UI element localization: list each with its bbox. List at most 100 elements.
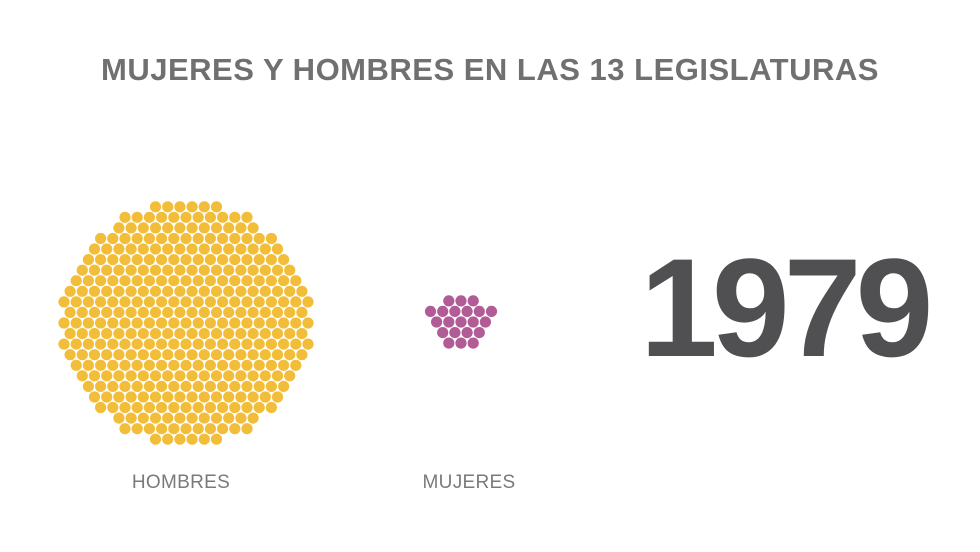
hombres-dot [88,391,101,403]
hombres-dot [82,275,94,287]
hombres-dot [235,349,247,361]
hombres-dot [284,264,296,276]
hombres-dot [162,412,174,424]
hombres-dot [125,222,137,234]
hombres-dot [64,306,76,318]
mujeres-dot [443,337,455,349]
mujeres-dot [443,316,455,328]
hombres-dot [82,296,94,308]
hombres-dot [131,401,143,414]
hombres-dot [241,232,253,245]
hombres-dot [265,338,277,350]
hombres-dot [223,285,235,297]
hombres-dot [113,412,125,424]
mujeres-dot [455,337,467,349]
hombres-dot [235,285,247,297]
hombres-dot [162,391,174,403]
hombres-dot [149,349,162,361]
hombres-dot [88,243,101,255]
hombres-dot [265,296,277,308]
hombres-dot [253,338,265,350]
hombres-dot [168,211,180,223]
hombres-dot [198,412,210,424]
hombres-dot [168,401,180,414]
hombres-dot [137,306,149,318]
hombres-dot [162,264,174,276]
hombres-dot [107,254,119,266]
hombres-dot [204,254,216,266]
hombres-dot [192,359,204,371]
hombres-dot [259,391,271,403]
hombres-dot [149,433,162,445]
hombres-dot [210,412,223,424]
hombres-dot [223,391,235,403]
hombres-dot [149,370,162,382]
hombres-dot [210,306,223,318]
hombres-dot [186,370,198,382]
hombres-dot [156,254,168,266]
hombres-dot [113,349,125,361]
hombres-dot [119,338,131,350]
hombres-dot [229,401,241,414]
hombres-dot [149,328,162,340]
hombres-dot [168,359,180,371]
hombres-dot [229,254,241,266]
hombres-dot [271,264,284,276]
hombres-dot [119,254,131,266]
hombres-dot [131,254,143,266]
hombres-dot [217,275,229,287]
hombres-dot [95,380,107,392]
hombres-dot [149,306,162,318]
hombres-dot [259,328,271,340]
hombres-dot [235,370,247,382]
hombres-dot [137,222,149,234]
hombres-dot [192,275,204,287]
hombres-dot [82,359,94,371]
hombres-dot [125,264,137,276]
hombres-dot [247,370,259,382]
hombres-dot [253,296,265,308]
hombres-dot [162,285,174,297]
hombres-dot [271,285,284,297]
hombres-dot [95,254,107,266]
mujeres-dot [467,316,479,328]
hombres-dot [253,380,265,392]
hombres-dot [88,328,101,340]
hombres-dot [198,349,210,361]
hombres-dot [143,401,155,414]
hombres-dot [58,296,70,308]
mujeres-dot [437,327,449,339]
hombres-dot [64,349,76,361]
hombres-dot [217,423,229,435]
hombres-dot [241,254,253,266]
hombres-dot [186,391,198,403]
hombres-dot [137,349,149,361]
hombres-dot [174,306,186,318]
hombres-dot [125,391,137,403]
hombres-dot [149,412,162,424]
chart-title: MUJERES Y HOMBRES EN LAS 13 LEGISLATURAS [101,52,879,87]
hombres-dot [149,391,162,403]
mujeres-dot [443,295,455,307]
hombres-dot [210,328,223,340]
hombres-dot [70,275,82,287]
hombres-dot [210,264,223,276]
hombres-dot [143,254,155,266]
hombres-dot [107,317,119,329]
hombres-dot [192,254,204,266]
hombres-dot [247,285,259,297]
hombres-dot [229,380,241,392]
hombres-dot [247,222,259,234]
hombres-dot [247,349,259,361]
hombres-dot [210,201,223,213]
hombres-dot [192,296,204,308]
hombres-dot [82,338,94,350]
hombres-dot [265,275,277,287]
hombres-dot [113,222,125,234]
hombres-dot [192,317,204,329]
hombres-dot [143,211,155,223]
hombres-dot [259,349,271,361]
hombres-dot [204,380,216,392]
hombres-label: HOMBRES [131,472,231,493]
hombres-dot [162,328,174,340]
